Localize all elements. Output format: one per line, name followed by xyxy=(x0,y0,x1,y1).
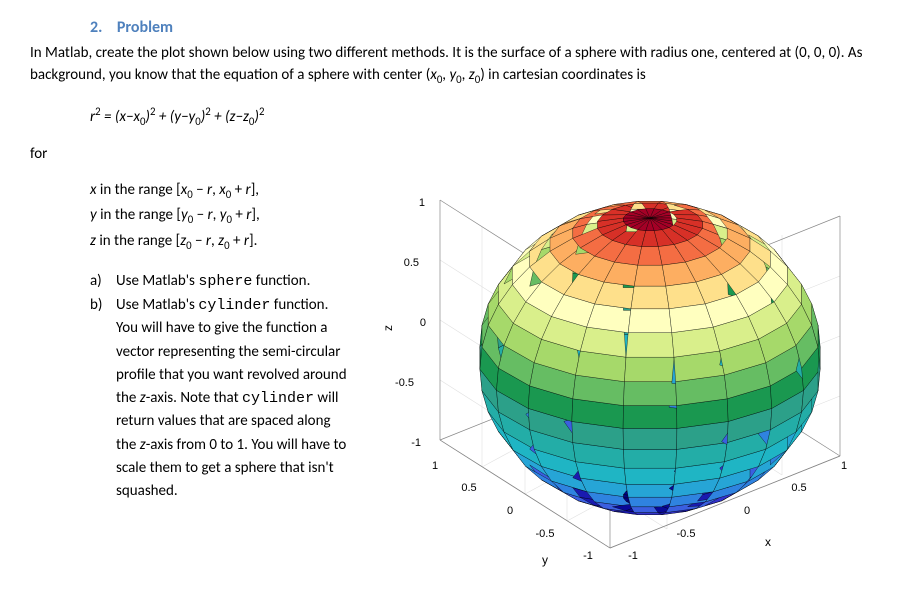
svg-text:x: x xyxy=(765,535,771,549)
section-heading: 2. Problem xyxy=(90,18,885,37)
list-item: a) Use Matlab's sphere function. xyxy=(90,270,350,293)
svg-text:0: 0 xyxy=(744,505,750,517)
svg-text:0.5: 0.5 xyxy=(461,482,476,494)
range-block: x in the range [x0 − r, x0 + r], y in th… xyxy=(90,178,350,254)
list-marker: b) xyxy=(90,294,102,317)
svg-text:-1: -1 xyxy=(411,437,421,449)
svg-text:1: 1 xyxy=(419,197,425,209)
list-item: b) Use Matlab's cylinder function. You wi… xyxy=(90,294,350,503)
svg-text:1: 1 xyxy=(841,460,847,472)
for-label: for xyxy=(30,144,885,166)
heading-number: 2. xyxy=(90,18,102,37)
list-marker: a) xyxy=(90,270,102,293)
range-y: y in the range [y0 − r, y0 + r], xyxy=(90,203,350,228)
svg-text:-0.5: -0.5 xyxy=(395,377,414,389)
svg-text:0.5: 0.5 xyxy=(791,482,806,494)
svg-text:0.5: 0.5 xyxy=(404,257,419,269)
svg-text:0: 0 xyxy=(420,317,426,329)
svg-text:1: 1 xyxy=(432,460,438,472)
svg-text:-1: -1 xyxy=(628,550,638,562)
list-text: Use Matlab's cylinder function. You will… xyxy=(116,296,347,500)
range-z: z in the range [z0 − r, z0 + r]. xyxy=(90,229,350,254)
svg-text:-1: -1 xyxy=(583,550,593,562)
heading-title: Problem xyxy=(117,18,173,37)
svg-text:-0.5: -0.5 xyxy=(677,528,696,540)
list-text: Use Matlab's sphere function. xyxy=(116,272,310,290)
figure: 1 0.5 0 -0.5 -1 1 0.5 0 -0.5 -1 -1 -0.5 0 0.5 1 x y z xyxy=(350,168,885,568)
svg-text:y: y xyxy=(542,553,548,567)
svg-text:0: 0 xyxy=(507,505,513,517)
equation: r2 = (x−x0)2 + (y−y0)2 + (z−z0)2 xyxy=(90,105,885,128)
svg-text:-0.5: -0.5 xyxy=(536,528,555,540)
range-x: x in the range [x0 − r, x0 + r], xyxy=(90,178,350,203)
item-list: a) Use Matlab's sphere function. b) Use Mat… xyxy=(30,270,350,504)
svg-text:z: z xyxy=(381,325,395,331)
intro-paragraph: In Matlab, create the plot shown below u… xyxy=(30,43,885,87)
